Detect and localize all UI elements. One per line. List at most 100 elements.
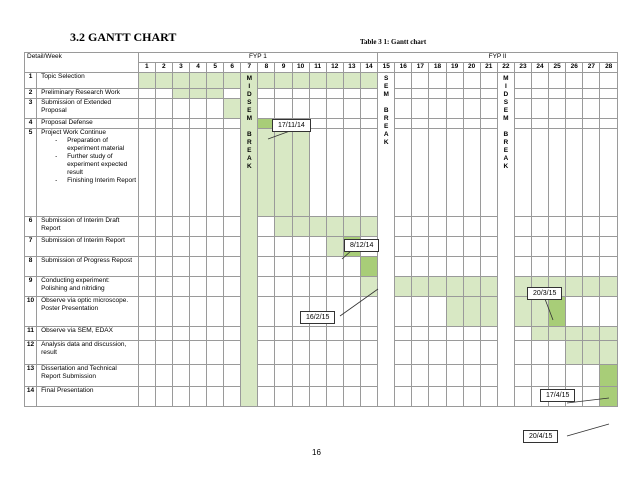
week-cell	[582, 326, 601, 341]
milestone-callout: 20/3/15	[527, 287, 563, 300]
milestone-callout: 17/11/14	[272, 119, 311, 132]
week-cell	[325, 216, 344, 237]
break-letter: B	[503, 131, 509, 138]
week-cell	[565, 326, 584, 341]
task-label: Conducting experiment: Polishing and nit…	[41, 277, 110, 293]
week-cell	[291, 72, 310, 89]
week-cell	[291, 386, 310, 407]
task-label: Preliminary Research Work	[41, 89, 121, 97]
break-letter: D	[503, 91, 509, 98]
break-letter: E	[384, 123, 389, 130]
week-cell	[462, 386, 481, 407]
week-cell	[308, 72, 327, 89]
week-cell	[582, 340, 601, 365]
break-letter: A	[503, 155, 509, 162]
week-cell	[582, 276, 601, 297]
task-label: Project Work Continue	[41, 129, 106, 137]
break-letter: M	[503, 75, 509, 82]
break-letter: R	[503, 139, 509, 146]
week-cell	[257, 128, 276, 217]
week-cell	[599, 276, 618, 297]
gantt-table: Detail/Week FYP 1 FYP II 1 2 3 4 5 6 7 8 9 10 11 12 13 1…	[23, 52, 618, 407]
week-cell	[359, 256, 379, 277]
subtask-label: Preparation of experiment material	[53, 137, 137, 153]
arrow-17-4-15	[566, 397, 610, 404]
week-cell	[530, 296, 550, 327]
week-cell	[325, 386, 344, 407]
arrow-20-4-15	[566, 423, 610, 437]
break-letter: R	[246, 139, 252, 146]
break-letter: B	[383, 107, 389, 114]
break-letter: R	[383, 115, 389, 122]
week-cell	[257, 386, 276, 407]
break-letter: I	[504, 83, 507, 90]
row-number: 5	[23, 128, 38, 217]
week-cell	[291, 216, 310, 237]
week-cell	[599, 386, 618, 407]
week-cell	[394, 386, 413, 407]
break-letter: K	[503, 163, 509, 170]
week-cell	[274, 216, 293, 237]
table-row: 14 Final Presentation	[23, 386, 618, 407]
break-letter: E	[503, 107, 509, 114]
week-cell	[582, 386, 601, 407]
task-label: Submission of Interim Report	[41, 237, 125, 245]
break-letter: E	[247, 107, 252, 114]
break-letter: M	[246, 75, 253, 82]
week-cell	[411, 386, 430, 407]
week-cell	[274, 386, 293, 407]
week-cell	[223, 98, 242, 119]
task-label: Analysis data and discussion, result	[41, 341, 127, 357]
table-row: 4 Proposal Defense	[23, 118, 618, 129]
break-letter: M	[503, 115, 509, 122]
break-letter: I	[248, 83, 251, 90]
task-name: Project Work ContinuePreparation of expe…	[36, 128, 139, 217]
week-cell	[445, 386, 464, 407]
milestone-callout: 8/12/14	[344, 239, 380, 252]
break-letter: M	[246, 115, 253, 122]
week-cell	[599, 326, 618, 341]
week-cell	[206, 72, 225, 89]
break-letter: M	[383, 91, 389, 98]
arrow-20-3-15	[544, 298, 554, 321]
task-label: Topic Selection	[41, 73, 85, 81]
week-cell	[599, 340, 618, 365]
week-cell	[445, 296, 464, 327]
task-label: Proposal Defense	[41, 119, 93, 127]
row-number: 10	[23, 296, 38, 327]
table-caption: Table 3 1: Gantt chart	[360, 38, 427, 46]
task-label: Dissertation and Technical Report Submis…	[41, 365, 117, 381]
row-number: 9	[23, 276, 38, 297]
break-letter: A	[246, 155, 252, 162]
row-number: 14	[23, 386, 38, 407]
week-cell	[394, 276, 413, 297]
week-cell	[479, 386, 498, 407]
task-name: Conducting experiment: Polishing and nit…	[36, 276, 139, 297]
milestone-callout: 17/4/15	[540, 389, 576, 402]
break-letter: E	[503, 147, 509, 154]
week-cell	[445, 276, 464, 297]
break-letter: E	[384, 83, 389, 90]
task-label: Observe via optic microscope. Poster Pre…	[41, 297, 129, 313]
break-letter: S	[247, 99, 252, 106]
week-cell	[599, 364, 618, 387]
arrow-17-11-14	[267, 130, 291, 140]
milestone-callout: 16/2/15	[300, 311, 336, 324]
week-cell	[359, 386, 379, 407]
task-label: Final Presentation	[41, 387, 94, 395]
break-letter: S	[503, 99, 509, 106]
break-letter: K	[246, 163, 252, 170]
section-heading: 3.2 GANTT CHART	[70, 30, 177, 44]
week-cell	[479, 276, 498, 297]
table-row: 12 Analysis data and discussion, result	[23, 340, 618, 365]
page-number: 16	[312, 448, 321, 457]
week-cell	[274, 72, 293, 89]
arrow-16-2-15	[339, 288, 379, 317]
week-cell	[462, 276, 481, 297]
week-cell	[359, 72, 379, 89]
